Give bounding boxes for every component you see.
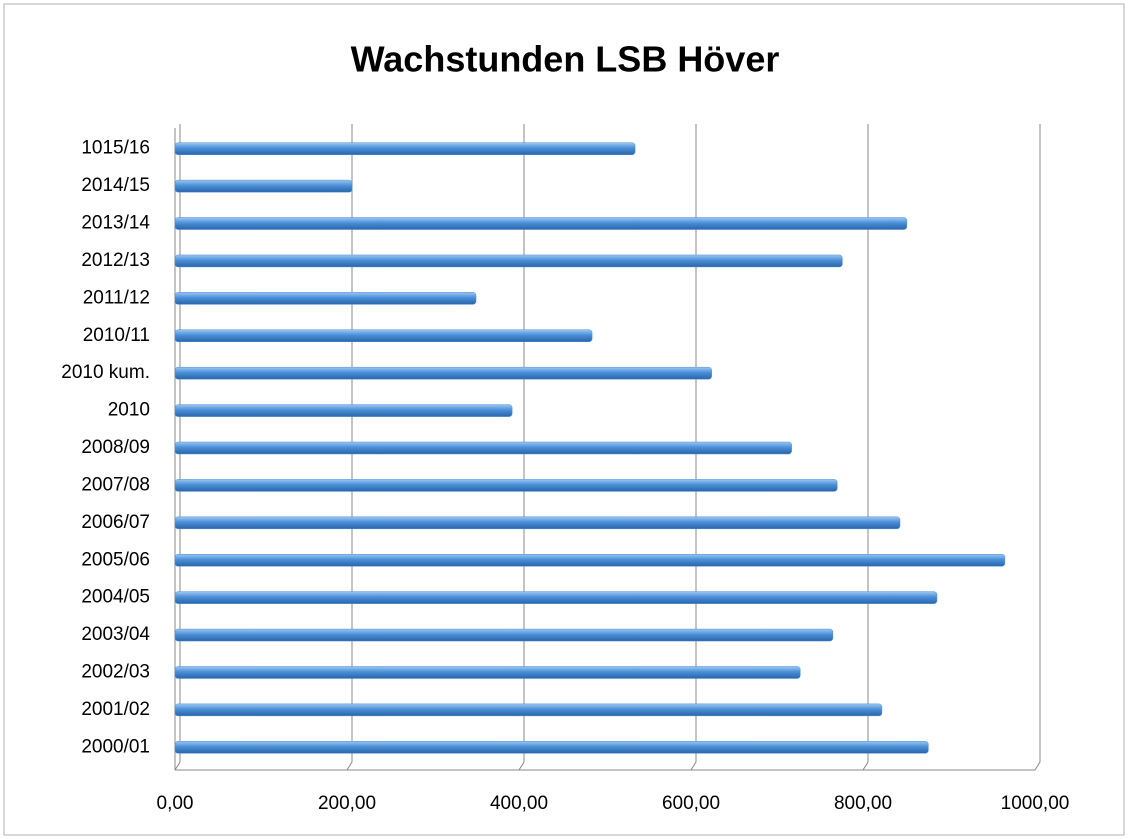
y-tick-label: 2000/01 — [81, 736, 150, 757]
x-tick — [346, 761, 353, 771]
bar — [174, 628, 834, 642]
y-tick-label: 2005/06 — [81, 549, 150, 570]
y-tick-label: 2013/14 — [81, 213, 150, 234]
x-tick-label: 800,00 — [834, 793, 892, 814]
y-tick-label: 1015/16 — [81, 138, 150, 159]
x-tick — [518, 761, 525, 771]
bar — [174, 666, 801, 679]
y-tick-label: 2014/15 — [81, 175, 150, 196]
x-tick-label: 200,00 — [318, 793, 376, 814]
y-tick-label: 2002/03 — [81, 661, 150, 682]
y-tick-label: 2003/04 — [81, 624, 150, 645]
bar — [174, 329, 593, 343]
bar — [174, 292, 477, 305]
bar — [174, 404, 513, 417]
y-tick-label: 2001/02 — [81, 699, 150, 720]
bar — [174, 142, 636, 155]
x-tick — [174, 761, 181, 771]
bar — [174, 254, 843, 268]
bar — [174, 217, 908, 230]
x-tick-label: 400,00 — [490, 793, 548, 814]
x-tick — [690, 761, 697, 771]
bar — [174, 741, 929, 754]
bar — [174, 441, 792, 455]
y-tick-label: 2007/08 — [81, 474, 150, 495]
x-tick-label: 1000,00 — [1001, 793, 1070, 814]
y-tick-label: 2006/07 — [81, 512, 150, 533]
bar — [174, 366, 712, 380]
x-tick — [862, 761, 869, 771]
bar — [174, 179, 353, 193]
bar — [174, 553, 1006, 567]
bar — [174, 516, 901, 530]
bar — [174, 479, 838, 492]
y-tick-label: 2011/12 — [83, 287, 150, 308]
bar — [174, 591, 938, 604]
y-tick-label: 2010 kum. — [61, 362, 150, 383]
y-tick-label: 2008/09 — [81, 437, 150, 458]
y-tick-label: 2010 — [108, 400, 150, 421]
y-tick-label: 2004/05 — [81, 587, 150, 608]
x-tick-label: 0,00 — [157, 793, 194, 814]
x-tick — [1034, 761, 1041, 771]
y-tick-label: 2012/13 — [81, 250, 150, 271]
y-tick-label: 2010/11 — [83, 325, 150, 346]
x-tick-label: 600,00 — [662, 793, 720, 814]
chart-title: Wachstunden LSB Höver — [351, 39, 780, 80]
bar — [174, 703, 883, 717]
